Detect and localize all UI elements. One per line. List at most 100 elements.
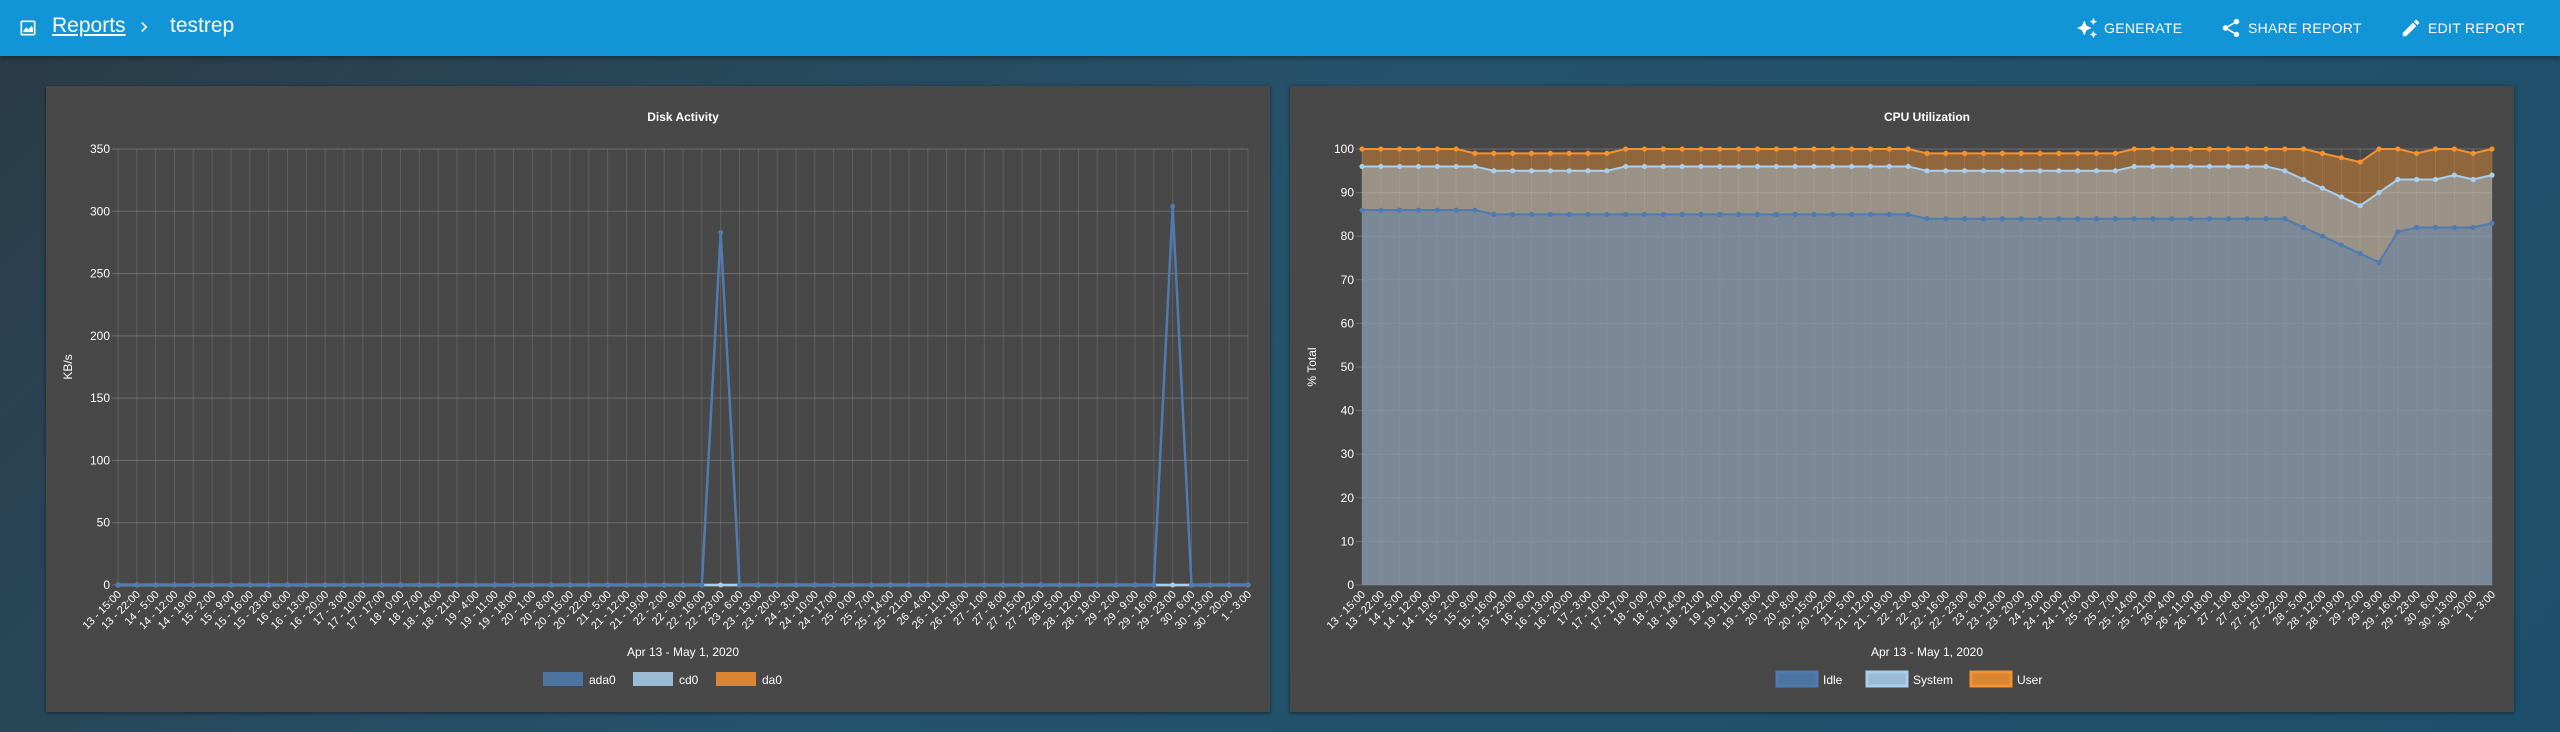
data-point-system bbox=[1924, 168, 1930, 174]
data-point-idle bbox=[1359, 207, 1365, 213]
legend-label-user: User bbox=[2017, 673, 2042, 687]
data-point-user bbox=[1867, 146, 1874, 152]
data-point-system bbox=[2338, 194, 2344, 200]
data-point-user bbox=[1962, 150, 1968, 156]
data-point-system bbox=[1415, 163, 1422, 170]
data-point-idle bbox=[1736, 211, 1742, 217]
data-point-user bbox=[2131, 146, 2137, 152]
data-point-system bbox=[1491, 168, 1497, 174]
y-tick-label: 200 bbox=[90, 329, 110, 343]
data-point-ada0 bbox=[868, 582, 874, 588]
data-point-system bbox=[2432, 176, 2439, 183]
data-point-ada0 bbox=[492, 582, 498, 588]
data-point-idle bbox=[2470, 224, 2476, 231]
data-point-user bbox=[1378, 146, 1384, 152]
data-point-ada0 bbox=[567, 582, 573, 588]
data-point-user bbox=[1698, 146, 1704, 152]
data-point-system bbox=[2075, 168, 2081, 174]
data-point-system bbox=[1849, 163, 1855, 170]
data-point-idle bbox=[1528, 211, 1535, 217]
data-point-user bbox=[2169, 146, 2175, 152]
data-point-user bbox=[1415, 146, 1422, 152]
breadcrumb-reports-link[interactable]: Reports bbox=[52, 14, 126, 37]
data-point-system bbox=[1585, 168, 1591, 174]
data-point-idle bbox=[1510, 211, 1516, 217]
data-point-ada0 bbox=[755, 582, 761, 588]
data-point-system bbox=[2414, 176, 2420, 183]
data-point-idle bbox=[2188, 216, 2194, 222]
data-point-idle bbox=[2432, 224, 2439, 231]
y-tick-label: 0 bbox=[1347, 578, 1354, 592]
data-point-system bbox=[2395, 176, 2401, 183]
data-point-idle bbox=[1679, 211, 1685, 217]
data-point-idle bbox=[1641, 211, 1648, 217]
data-point-idle bbox=[2282, 216, 2288, 222]
data-point-system bbox=[2244, 163, 2250, 170]
data-point-ada0 bbox=[642, 582, 648, 588]
data-point-idle bbox=[1585, 211, 1591, 217]
data-point-user bbox=[2338, 155, 2344, 161]
data-point-system bbox=[1472, 163, 1478, 170]
data-point-ada0 bbox=[1207, 582, 1213, 588]
legend-label-cd0: cd0 bbox=[679, 673, 699, 687]
plot-area bbox=[1356, 146, 2495, 586]
share-icon bbox=[2222, 18, 2240, 38]
data-point-idle bbox=[1717, 211, 1723, 217]
data-point-system bbox=[1943, 168, 1949, 174]
data-point-user bbox=[1773, 146, 1779, 152]
data-point-user bbox=[1830, 146, 1836, 152]
data-point-user bbox=[2395, 146, 2401, 152]
data-point-idle bbox=[1378, 207, 1384, 213]
y-tick-label: 30 bbox=[1341, 447, 1355, 461]
data-point-idle bbox=[2301, 224, 2307, 231]
y-tick-label: 100 bbox=[90, 453, 110, 467]
data-point-system bbox=[2112, 168, 2118, 174]
data-point-idle bbox=[2131, 216, 2137, 222]
data-point-system bbox=[1510, 168, 1516, 174]
y-tick-label: 70 bbox=[1341, 273, 1355, 287]
data-point-system bbox=[1397, 163, 1403, 170]
data-point-system bbox=[1792, 163, 1798, 170]
data-point-ada0 bbox=[831, 582, 837, 588]
y-tick-label: 50 bbox=[1341, 360, 1355, 374]
data-point-ada0 bbox=[341, 582, 347, 588]
legend-swatch-da0 bbox=[716, 672, 756, 686]
data-point-ada0 bbox=[963, 582, 968, 588]
data-point-ada0 bbox=[134, 582, 140, 588]
y-tick-label: 90 bbox=[1341, 186, 1355, 200]
data-point-ada0 bbox=[793, 582, 799, 588]
data-point-user bbox=[2244, 146, 2250, 152]
data-point-idle bbox=[2018, 216, 2024, 222]
data-point-system bbox=[2225, 163, 2231, 170]
data-point-ada0 bbox=[303, 582, 309, 588]
data-point-idle bbox=[2244, 216, 2250, 222]
data-point-ada0 bbox=[228, 582, 234, 588]
data-point-user bbox=[1510, 150, 1516, 156]
data-point-system bbox=[2376, 190, 2382, 196]
data-point-ada0 bbox=[1057, 582, 1063, 588]
data-point-system bbox=[1453, 163, 1459, 170]
data-point-system bbox=[1547, 168, 1553, 174]
data-point-ada0 bbox=[1019, 582, 1025, 588]
data-point-system bbox=[1830, 163, 1836, 170]
data-point-idle bbox=[1547, 211, 1553, 217]
edit-report-button[interactable]: EDIT REPORT bbox=[2400, 16, 2525, 40]
data-point-ada0 bbox=[435, 582, 441, 588]
data-point-user bbox=[1811, 146, 1817, 152]
data-point-user bbox=[2263, 146, 2269, 152]
legend-swatch-idle bbox=[1775, 670, 1819, 688]
data-point-ada0 bbox=[774, 582, 780, 588]
share-report-button[interactable]: SHARE REPORT bbox=[2220, 16, 2362, 40]
data-point-ada0 bbox=[906, 582, 912, 588]
data-point-user bbox=[1943, 150, 1949, 156]
legend-swatch-ada0 bbox=[543, 672, 583, 686]
data-point-system bbox=[1641, 163, 1648, 170]
data-point-system bbox=[1359, 163, 1365, 170]
data-point-ada0 bbox=[586, 582, 592, 588]
data-point-ada0 bbox=[1226, 582, 1232, 588]
data-point-ada0 bbox=[1076, 582, 1081, 588]
generate-button[interactable]: GENERATE bbox=[2076, 16, 2182, 40]
data-point-idle bbox=[1905, 211, 1911, 217]
data-point-ada0 bbox=[360, 582, 366, 588]
data-point-idle bbox=[1453, 207, 1459, 213]
